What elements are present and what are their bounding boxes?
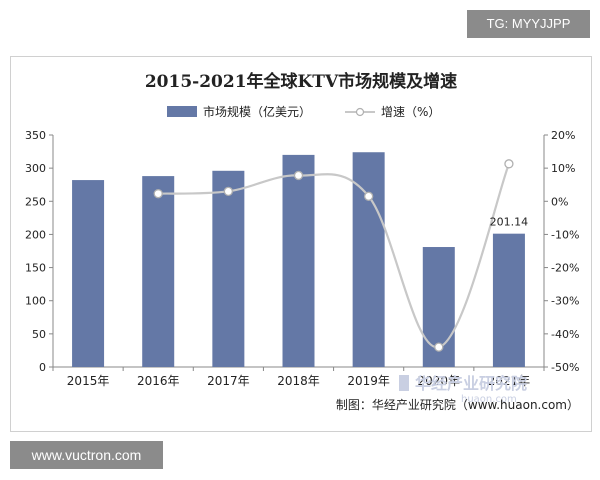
growth-point xyxy=(223,186,234,196)
axes: 0 50 100 150 200 250 300 350 -50% -40% -30% -20% -10… xyxy=(25,129,579,388)
right-tick-label: -50% xyxy=(551,361,579,374)
right-tick-label: -10% xyxy=(551,228,579,241)
bar-market-size xyxy=(212,170,245,367)
tg-badge: TG: MYYJJPP xyxy=(467,10,590,38)
x-tick-label: 2020年 xyxy=(418,374,461,388)
left-tick-label: 350 xyxy=(25,129,46,142)
growth-point xyxy=(153,189,163,199)
x-tick-label: 2019年 xyxy=(347,374,390,388)
data-labels: 201.14 xyxy=(490,216,529,229)
bar-market-size xyxy=(72,180,105,367)
legend: 市场规模（亿美元） 增速（%） xyxy=(167,104,440,119)
bar-data-label: 201.14 xyxy=(490,216,529,229)
bars xyxy=(72,152,525,367)
x-tick-label: 2018年 xyxy=(277,374,320,388)
right-tick-label: -20% xyxy=(551,262,579,275)
left-tick-label: 100 xyxy=(25,295,46,308)
x-tick-label: 2016年 xyxy=(137,374,180,388)
legend-bar-label: 市场规模（亿美元） xyxy=(203,104,311,119)
x-tick-label: 2017年 xyxy=(207,374,250,388)
right-tick-label: 0% xyxy=(551,195,568,208)
bar-market-size xyxy=(282,154,315,367)
watermark-logo-mark xyxy=(399,375,409,391)
left-tick-label: 200 xyxy=(25,228,46,241)
bar-market-size xyxy=(492,233,525,367)
growth-point xyxy=(363,191,374,201)
growth-point xyxy=(504,159,514,169)
legend-bar-swatch xyxy=(167,106,197,117)
chart-frame: 2015-2021年全球KTV市场规模及增速 市场规模（亿美元） 增速（%） 0… xyxy=(10,56,592,432)
right-tick-label: 10% xyxy=(551,162,575,175)
watermark-text: 华经产业研究院 xyxy=(415,374,527,393)
site-watermark: www.vuctron.com xyxy=(10,441,163,469)
watermark-subtext: huaon.com xyxy=(461,394,517,405)
x-tick-label: 2021年 xyxy=(488,374,531,388)
chart-svg: 2015-2021年全球KTV市场规模及增速 市场规模（亿美元） 增速（%） 0… xyxy=(25,71,579,412)
right-tick-label: 20% xyxy=(551,129,575,142)
legend-line-marker xyxy=(355,107,365,117)
left-tick-label: 0 xyxy=(39,361,46,374)
growth-point xyxy=(293,170,304,181)
center-watermark: 华经产业研究院 huaon.com xyxy=(399,374,527,405)
growth-line xyxy=(153,159,514,352)
left-tick-label: 50 xyxy=(32,328,46,341)
bar-market-size xyxy=(142,176,175,367)
legend-line-label: 增速（%） xyxy=(381,105,440,119)
right-tick-label: -40% xyxy=(551,328,579,341)
left-tick-label: 250 xyxy=(25,195,46,208)
left-tick-label: 300 xyxy=(25,162,46,175)
chart-title: 2015-2021年全球KTV市场规模及增速 xyxy=(145,71,457,92)
right-tick-label: -30% xyxy=(551,295,579,308)
bar-market-size xyxy=(352,152,385,367)
source-note: 制图：华经产业研究院（www.huaon.com） xyxy=(336,397,579,412)
growth-line-path xyxy=(158,163,510,349)
growth-point xyxy=(434,342,444,352)
x-tick-label: 2015年 xyxy=(67,374,110,388)
left-tick-label: 150 xyxy=(25,262,46,275)
